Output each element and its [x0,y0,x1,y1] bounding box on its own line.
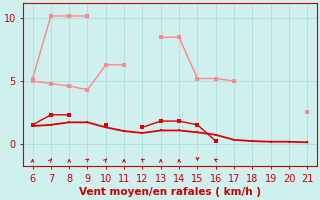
X-axis label: Vent moyen/en rafales ( km/h ): Vent moyen/en rafales ( km/h ) [79,187,261,197]
